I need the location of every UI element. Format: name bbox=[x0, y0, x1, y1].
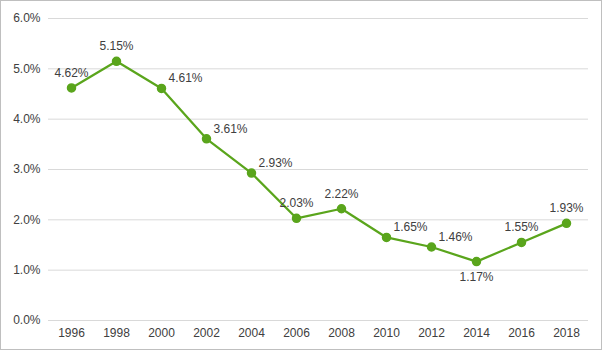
svg-text:1.46%: 1.46% bbox=[438, 230, 472, 244]
svg-text:2.0%: 2.0% bbox=[13, 213, 41, 227]
svg-text:2.93%: 2.93% bbox=[258, 156, 292, 170]
svg-text:3.0%: 3.0% bbox=[13, 162, 41, 176]
svg-text:2.03%: 2.03% bbox=[279, 196, 313, 210]
svg-text:1996: 1996 bbox=[58, 326, 85, 340]
svg-text:4.62%: 4.62% bbox=[54, 66, 88, 80]
svg-text:1.55%: 1.55% bbox=[504, 220, 538, 234]
svg-text:6.0%: 6.0% bbox=[13, 11, 41, 25]
svg-text:2002: 2002 bbox=[193, 326, 220, 340]
svg-text:1.0%: 1.0% bbox=[13, 263, 41, 277]
svg-text:1.17%: 1.17% bbox=[459, 270, 493, 284]
svg-text:1998: 1998 bbox=[103, 326, 130, 340]
svg-text:2018: 2018 bbox=[553, 326, 580, 340]
svg-text:2004: 2004 bbox=[238, 326, 265, 340]
svg-text:2006: 2006 bbox=[283, 326, 310, 340]
svg-text:2000: 2000 bbox=[148, 326, 175, 340]
svg-text:2.22%: 2.22% bbox=[324, 187, 358, 201]
svg-text:1.93%: 1.93% bbox=[549, 201, 583, 215]
svg-text:1.65%: 1.65% bbox=[393, 220, 427, 234]
svg-text:5.0%: 5.0% bbox=[13, 62, 41, 76]
svg-text:5.15%: 5.15% bbox=[99, 39, 133, 53]
svg-text:2010: 2010 bbox=[373, 326, 400, 340]
svg-text:0.0%: 0.0% bbox=[13, 313, 41, 327]
svg-text:2008: 2008 bbox=[328, 326, 355, 340]
svg-text:4.0%: 4.0% bbox=[13, 112, 41, 126]
svg-text:3.61%: 3.61% bbox=[213, 122, 247, 136]
svg-text:4.61%: 4.61% bbox=[168, 71, 202, 85]
svg-text:2012: 2012 bbox=[418, 326, 445, 340]
svg-text:2016: 2016 bbox=[508, 326, 535, 340]
svg-text:2014: 2014 bbox=[463, 326, 490, 340]
